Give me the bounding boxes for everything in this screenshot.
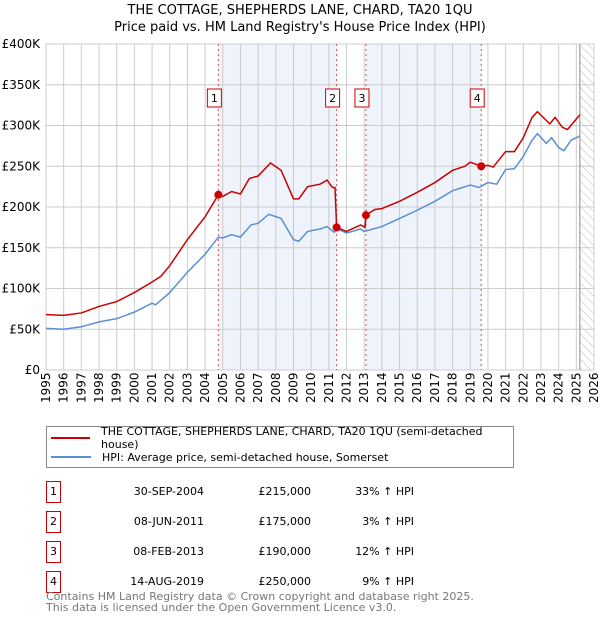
x-tick-label: 2023	[534, 372, 548, 403]
x-tick-label: 1999	[110, 372, 124, 403]
x-tick-label: 1995	[39, 372, 53, 403]
transaction-row: 3 08-FEB-2013 £190,000 12% ↑ HPI	[46, 541, 446, 563]
x-tick-label: 2006	[233, 372, 247, 403]
price-chart: 1995 1996 1997 1998 1999 2000 2001 2002 2003 2004…	[2, 37, 600, 403]
x-tick-label: 1998	[92, 372, 106, 403]
x-tick-label: 2010	[304, 372, 318, 403]
x-tick-label: 1997	[74, 372, 88, 403]
transaction-row: 1 30-SEP-2004 £215,000 33% ↑ HPI	[46, 481, 446, 503]
transaction-hpi-change: 9% ↑ HPI	[362, 575, 414, 588]
x-tick-label: 2017	[428, 372, 442, 403]
y-tick-label: £150K	[2, 241, 42, 255]
transaction-number-badge: 1	[46, 481, 61, 503]
legend: THE COTTAGE, SHEPHERDS LANE, CHARD, TA20…	[46, 425, 514, 468]
x-tick-label: 2015	[393, 372, 407, 403]
transaction-price: £215,000	[258, 485, 312, 498]
legend-label: THE COTTAGE, SHEPHERDS LANE, CHARD, TA20…	[101, 425, 483, 451]
y-tick-label: £50K	[9, 322, 41, 336]
transaction-number-badge: 2	[46, 511, 61, 533]
x-tick-label: 2014	[375, 372, 389, 403]
sale-label-box	[354, 88, 370, 108]
sale-label: 3	[358, 92, 365, 105]
sale-point	[361, 211, 370, 220]
y-tick-label: £100K	[2, 282, 42, 296]
footer-licence: This data is licensed under the Open Gov…	[46, 601, 397, 614]
sale-point	[477, 162, 486, 171]
sale-label-box	[325, 88, 341, 108]
sale-label: 2	[329, 92, 336, 105]
transaction-price: £250,000	[258, 575, 312, 588]
sale-label-box	[469, 88, 485, 108]
transaction-number-badge: 4	[46, 571, 61, 593]
sale-point	[214, 190, 223, 199]
sale-point	[332, 223, 341, 232]
legend-swatch-red	[51, 437, 91, 439]
x-tick-label: 2016	[410, 372, 424, 403]
transaction-row: 4 14-AUG-2019 £250,000 9% ↑ HPI	[46, 571, 446, 593]
x-tick-label: 2004	[198, 372, 212, 403]
transaction-number-badge: 3	[46, 541, 61, 563]
legend-item-hpi: HPI: Average price, semi-detached house,…	[51, 448, 388, 466]
chart-subtitle: Price paid vs. HM Land Registry's House …	[114, 20, 486, 35]
y-tick-label: £250K	[2, 159, 42, 173]
x-tick-label: 1996	[57, 372, 71, 403]
x-tick-label: 2008	[269, 372, 283, 403]
sale-label: 4	[474, 92, 481, 105]
legend-label: HPI: Average price, semi-detached house,…	[102, 450, 389, 464]
x-tick-label: 2012	[340, 372, 354, 403]
y-tick-label: £400K	[2, 37, 42, 51]
y-tick-label: £0	[25, 363, 40, 377]
x-tick-label: 2018	[446, 372, 460, 403]
legend-swatch-blue	[51, 456, 91, 458]
x-tick-label: 2002	[163, 372, 177, 403]
chart-title: THE COTTAGE, SHEPHERDS LANE, CHARD, TA20…	[127, 3, 473, 18]
x-tick-label: 2000	[127, 372, 141, 403]
series-line	[45, 132, 581, 331]
legend-item-property: THE COTTAGE, SHEPHERDS LANE, CHARD, TA20…	[51, 425, 513, 451]
x-tick-label: 2003	[180, 372, 194, 403]
x-tick-label: 2007	[251, 372, 265, 403]
transaction-row: 2 08-JUN-2011 £175,000 3% ↑ HPI	[46, 511, 446, 533]
footer-copyright: Contains HM Land Registry data © Crown c…	[46, 590, 474, 603]
transaction-date: 08-JUN-2011	[133, 515, 204, 528]
transaction-date: 30-SEP-2004	[133, 485, 204, 498]
transaction-hpi-change: 12% ↑ HPI	[355, 545, 414, 558]
transaction-hpi-change: 33% ↑ HPI	[355, 485, 414, 498]
x-tick-label: 2020	[481, 372, 495, 403]
x-tick-label: 2021	[499, 372, 513, 403]
y-tick-label: £200K	[2, 200, 42, 214]
transaction-date: 08-FEB-2013	[133, 545, 204, 558]
transaction-hpi-change: 3% ↑ HPI	[362, 515, 414, 528]
transaction-date: 14-AUG-2019	[130, 575, 204, 588]
sale-label: 1	[211, 92, 218, 105]
y-tick-label: £300K	[2, 119, 42, 133]
transaction-price: £190,000	[258, 545, 312, 558]
x-tick-label: 2024	[552, 372, 566, 403]
y-tick-label: £350K	[2, 78, 42, 92]
plot-frame	[45, 43, 595, 371]
transaction-price: £175,000	[258, 515, 312, 528]
x-tick-label: 2001	[145, 372, 159, 403]
x-tick-label: 2005	[216, 372, 230, 403]
x-tick-label: 2009	[286, 372, 300, 403]
sale-label-box	[206, 88, 222, 108]
x-tick-label: 2022	[516, 372, 530, 403]
x-tick-label: 2013	[357, 372, 371, 403]
x-tick-label: 2025	[569, 372, 583, 403]
x-tick-label: 2019	[463, 372, 477, 403]
x-tick-label: 2011	[322, 372, 336, 403]
x-tick-label: 2026	[587, 372, 600, 403]
